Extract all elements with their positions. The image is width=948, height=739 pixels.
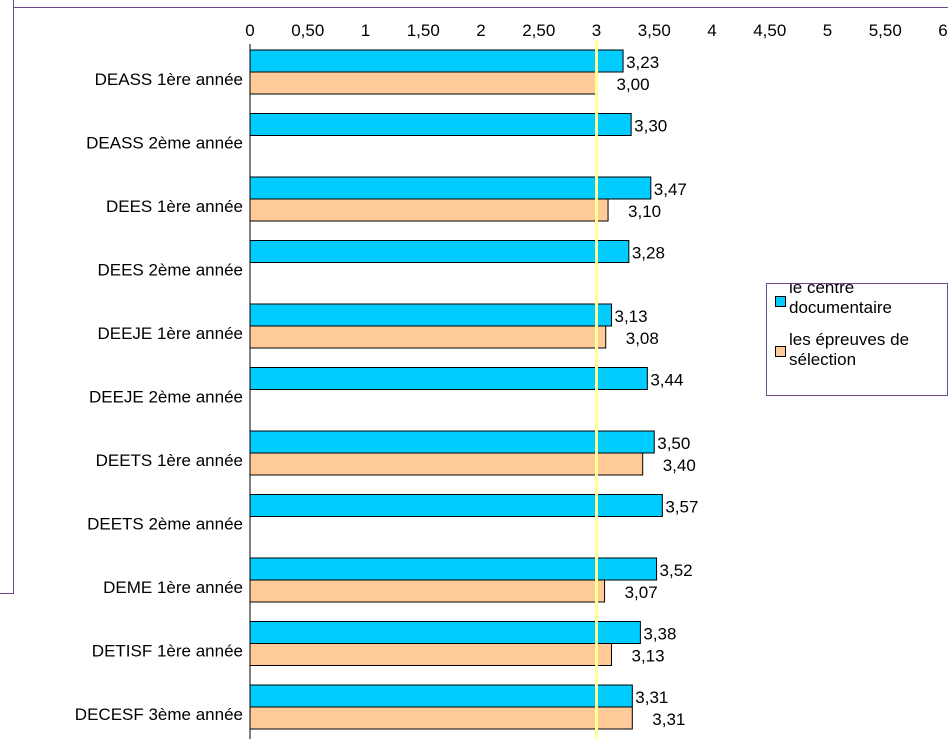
data-label: 3,57 (665, 498, 698, 517)
category-label: DEES 1ère année (106, 197, 243, 216)
data-label: 3,38 (643, 625, 676, 644)
data-label: 3,23 (626, 53, 659, 72)
data-label: 3,13 (615, 307, 648, 326)
frame-bottom-tick (0, 593, 14, 594)
data-label: 3,13 (632, 647, 665, 666)
x-tick-label: 1,50 (407, 21, 440, 40)
category-label: DEASS 2ème année (86, 134, 243, 153)
x-tick-label: 6 (938, 21, 947, 40)
legend-label-line1: le centre (789, 283, 855, 297)
bar-centre-documentaire (249, 430, 655, 454)
category-label: DEASS 1ère année (95, 70, 243, 89)
bar-centre-documentaire (249, 684, 633, 708)
data-label: 3,31 (652, 710, 685, 729)
category-label: DETISF 1ère année (92, 642, 243, 661)
legend-swatch-epreuves (775, 346, 786, 357)
category-label: DEEJE 2ème année (89, 388, 243, 407)
bar-epreuves-selection (249, 706, 633, 730)
data-label: 3,00 (617, 75, 650, 94)
x-tick-label: 5,50 (869, 21, 902, 40)
bar-centre-documentaire (249, 494, 663, 517)
bar-centre-documentaire (249, 621, 641, 644)
data-label: 3,30 (634, 117, 667, 136)
data-label: 3,47 (654, 180, 687, 199)
legend-label-line3: les épreuves de (789, 330, 910, 349)
bar-epreuves-selection (249, 198, 609, 222)
bar-epreuves-selection (249, 643, 613, 666)
bar-centre-documentaire (249, 113, 632, 136)
bar-epreuves-selection (249, 579, 606, 603)
x-tick-label: 5 (823, 21, 832, 40)
category-label: DEETS 2ème année (87, 515, 243, 534)
bar-centre-documentaire (249, 240, 630, 263)
x-tick-label: 0 (245, 21, 254, 40)
data-label: 3,40 (663, 456, 696, 475)
legend-label-line4: sélection (789, 350, 857, 369)
legend: le centre documentaire les épreuves de s… (766, 283, 948, 396)
category-label: DECESF 3ème année (75, 705, 243, 724)
data-label: 3,52 (660, 561, 693, 580)
frame-top-border (13, 7, 948, 8)
x-tick-label: 3,50 (638, 21, 671, 40)
frame-left-border (13, 0, 14, 594)
category-label: DEEJE 1ère année (97, 324, 243, 343)
x-tick-label: 0,50 (291, 21, 324, 40)
legend-swatch-centre (775, 296, 786, 307)
bar-epreuves-selection (249, 325, 607, 349)
data-label: 3,08 (626, 329, 659, 348)
x-tick-label: 2 (476, 21, 485, 40)
category-label: DEME 1ère année (103, 578, 243, 597)
bar-centre-documentaire (249, 367, 648, 390)
x-tick-label: 2,50 (522, 21, 555, 40)
bar-centre-documentaire (249, 49, 624, 73)
x-tick-label: 4,50 (753, 21, 786, 40)
data-label: 3,07 (625, 583, 658, 602)
data-label: 3,50 (657, 434, 690, 453)
data-label: 3,28 (632, 244, 665, 263)
category-label: DEETS 1ère année (96, 451, 243, 470)
x-tick-label: 4 (707, 21, 716, 40)
category-label: DEES 2ème année (97, 261, 243, 280)
bar-centre-documentaire (249, 303, 613, 327)
data-label: 3,44 (650, 371, 683, 390)
bar-epreuves-selection (249, 71, 597, 95)
data-label: 3,31 (635, 688, 668, 707)
data-label: 3,10 (628, 202, 661, 221)
x-tick-label: 1 (361, 21, 370, 40)
legend-label-line2: documentaire (789, 298, 893, 317)
bar-epreuves-selection (249, 452, 644, 476)
bar-centre-documentaire (249, 176, 652, 200)
x-tick-label: 3 (592, 21, 601, 40)
